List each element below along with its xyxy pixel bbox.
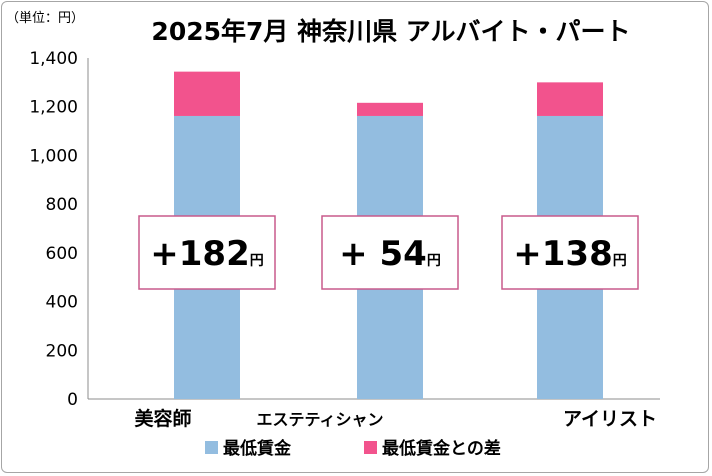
annotation-text: +182円: [150, 234, 263, 274]
y-tick-label: 200: [46, 341, 78, 361]
y-tick-label: 1,000: [29, 146, 78, 166]
annotation-unit: 円: [613, 253, 627, 269]
annotation-unit: 円: [250, 253, 264, 269]
annotation-value: 182: [179, 234, 250, 274]
y-tick-label: 600: [46, 244, 78, 264]
annotation-text: +138円: [513, 234, 626, 274]
difference-annotation-3: +138円: [501, 215, 639, 290]
annotation-unit: 円: [427, 253, 441, 269]
legend-label: 最低賃金との差: [382, 438, 501, 459]
y-tick-label: 400: [46, 293, 78, 313]
legend-item-1: 最低賃金: [205, 438, 292, 459]
legend-swatch: [364, 441, 377, 454]
annotation-value: 54: [380, 234, 427, 274]
x-category-label: 美容師: [134, 407, 191, 430]
legend-swatch: [205, 441, 218, 454]
x-category-label: エステティシャン: [256, 410, 383, 429]
annotation-value: 138: [542, 234, 613, 274]
x-category-label: アイリスト: [563, 408, 657, 430]
unit-label: （単位：円）: [6, 10, 84, 26]
bar-difference-1: [174, 71, 240, 116]
annotation-box: [501, 215, 639, 290]
legend-label: 最低賃金: [223, 438, 292, 459]
difference-annotation-1: +182円: [138, 215, 276, 290]
annotation-box: [321, 215, 459, 290]
bar-difference-2: [357, 102, 423, 116]
annotation-sign: +: [513, 234, 542, 274]
bar-difference-3: [537, 82, 603, 116]
y-tick-label: 800: [46, 195, 78, 215]
chart-title: 2025年7月 神奈川県 アルバイト・パート: [151, 17, 630, 46]
annotation-text: + 54円: [339, 234, 441, 274]
difference-annotation-2: + 54円: [321, 215, 459, 290]
annotation-sign: +: [339, 234, 379, 274]
legend-item-2: 最低賃金との差: [364, 438, 501, 459]
annotation-box: [138, 215, 276, 290]
y-tick-label: 1,400: [29, 49, 78, 69]
y-tick-label: 1,200: [29, 98, 78, 118]
annotation-sign: +: [150, 234, 179, 274]
y-tick-label: 0: [67, 390, 78, 410]
